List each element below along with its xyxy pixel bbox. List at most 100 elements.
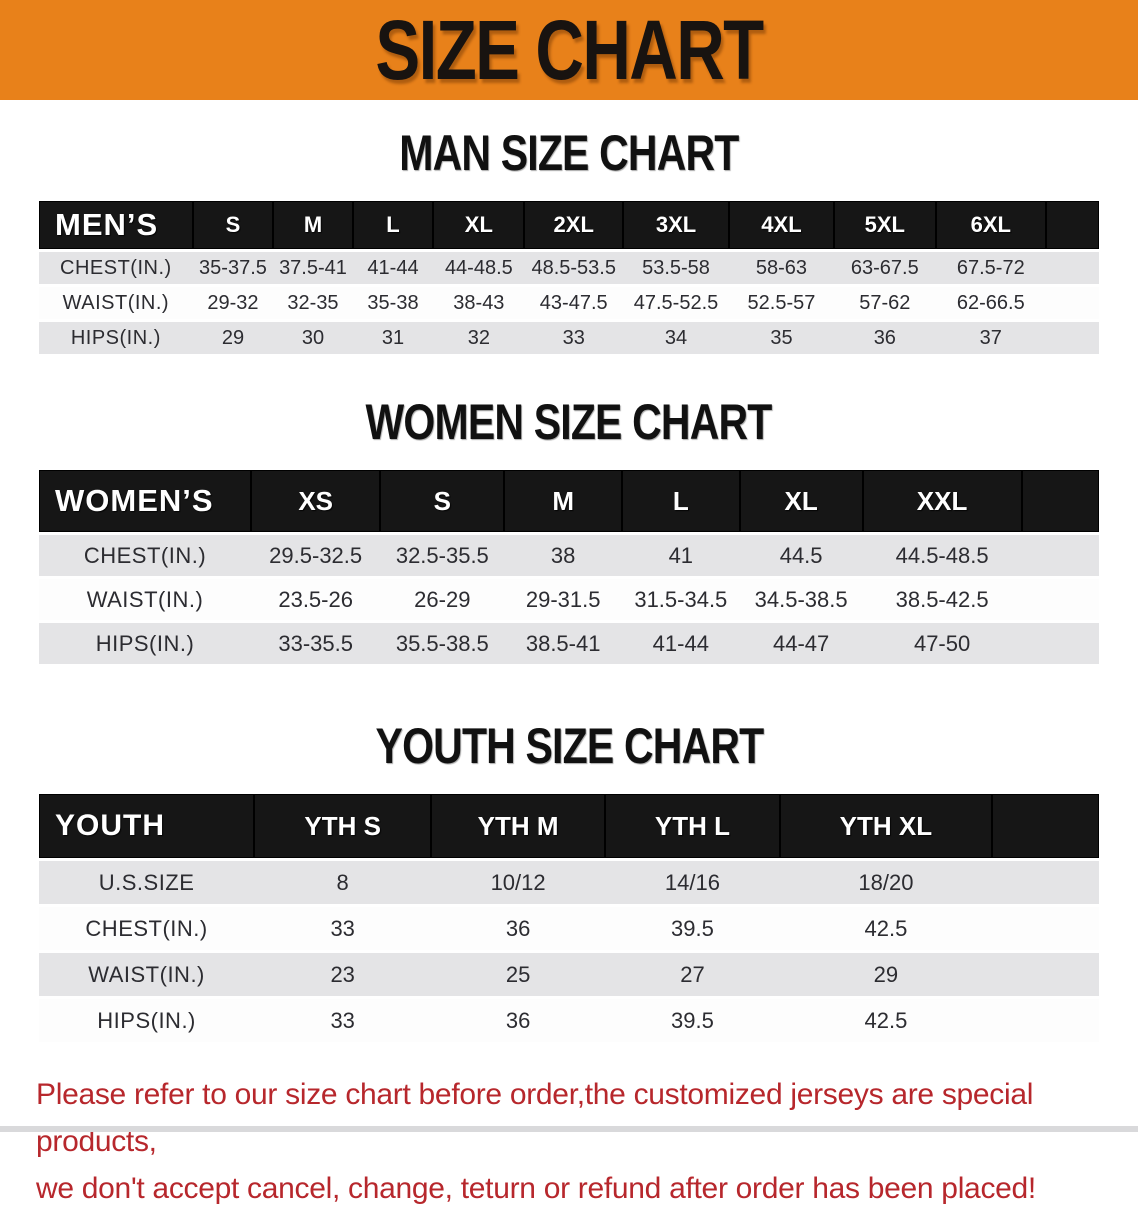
size-cell: 48.5-53.5 bbox=[524, 252, 624, 284]
size-chart-body: MAN SIZE CHART MEN’S S M L XL 2XL 3XL 4XL 5XL 6XL… bbox=[0, 124, 1138, 1212]
disclaimer: Please refer to our size chart before or… bbox=[0, 1071, 1138, 1212]
size-cell: 38.5-41 bbox=[504, 623, 622, 664]
column-header: 4XL bbox=[729, 201, 834, 249]
size-cell: 38-43 bbox=[433, 287, 525, 319]
size-cell: 38 bbox=[504, 535, 622, 576]
header-filler bbox=[1021, 470, 1099, 532]
size-cell: 67.5-72 bbox=[935, 252, 1046, 284]
size-cell: 8 bbox=[254, 861, 432, 904]
man-section-heading: MAN SIZE CHART bbox=[0, 124, 1138, 182]
table-group-label: YOUTH bbox=[39, 794, 255, 858]
banner: SIZE CHART bbox=[0, 0, 1138, 100]
disclaimer-line-2: we don't accept cancel, change, teturn o… bbox=[36, 1172, 1036, 1205]
size-cell: 41-44 bbox=[621, 623, 740, 664]
size-cell: 25 bbox=[431, 953, 606, 996]
size-cell: 36 bbox=[431, 999, 606, 1042]
row-filler bbox=[991, 907, 1099, 950]
column-header: YTH XL bbox=[779, 794, 992, 858]
row-filler bbox=[1045, 287, 1099, 319]
page-title: SIZE CHART bbox=[375, 2, 764, 97]
size-cell: 43-47.5 bbox=[524, 287, 624, 319]
size-cell: 34 bbox=[623, 322, 729, 354]
table-row: WAIST(IN.) 29-32 32-35 35-38 38-43 43-47.5 47.… bbox=[39, 287, 1099, 319]
women-size-table: WOMEN’S XS S M L XL XXL CHEST(IN.) 29.5-32.5 32.5… bbox=[39, 467, 1099, 667]
size-cell: 18/20 bbox=[779, 861, 992, 904]
column-header: YTH S bbox=[254, 794, 432, 858]
column-header: S bbox=[192, 201, 274, 249]
size-cell: 27 bbox=[605, 953, 780, 996]
table-row: WAIST(IN.) 23 25 27 29 bbox=[39, 953, 1099, 996]
size-cell: 42.5 bbox=[779, 999, 992, 1042]
table-group-label: WOMEN’S bbox=[39, 470, 251, 532]
size-cell: 36 bbox=[833, 322, 936, 354]
table-row: CHEST(IN.) 29.5-32.5 32.5-35.5 38 41 44.5 44.5… bbox=[39, 535, 1099, 576]
table-group-label: MEN’S bbox=[39, 201, 193, 249]
row-filler bbox=[991, 953, 1099, 996]
column-header: XS bbox=[251, 470, 381, 532]
size-cell: 57-62 bbox=[833, 287, 936, 319]
row-label: CHEST(IN.) bbox=[39, 252, 193, 284]
size-cell: 10/12 bbox=[431, 861, 606, 904]
column-header: XXL bbox=[862, 470, 1022, 532]
size-cell: 29 bbox=[192, 322, 274, 354]
header-filler bbox=[1045, 201, 1099, 249]
table-row: CHEST(IN.) 33 36 39.5 42.5 bbox=[39, 907, 1099, 950]
size-cell: 35.5-38.5 bbox=[380, 623, 505, 664]
table-row: U.S.SIZE 8 10/12 14/16 18/20 bbox=[39, 861, 1099, 904]
table-row: HIPS(IN.) 29 30 31 32 33 34 35 36 37 bbox=[39, 322, 1099, 354]
header-filler bbox=[991, 794, 1099, 858]
size-cell: 14/16 bbox=[605, 861, 780, 904]
size-cell: 33 bbox=[254, 999, 432, 1042]
row-filler bbox=[1021, 579, 1099, 620]
size-cell: 38.5-42.5 bbox=[862, 579, 1022, 620]
column-header: S bbox=[380, 470, 505, 532]
table-row: CHEST(IN.) 35-37.5 37.5-41 41-44 44-48.5 48.5… bbox=[39, 252, 1099, 284]
column-header: 2XL bbox=[524, 201, 624, 249]
column-header: XL bbox=[433, 201, 525, 249]
size-cell: 23.5-26 bbox=[251, 579, 381, 620]
size-cell: 41-44 bbox=[352, 252, 434, 284]
size-cell: 58-63 bbox=[729, 252, 834, 284]
table-row: HIPS(IN.) 33 36 39.5 42.5 bbox=[39, 999, 1099, 1042]
row-label: HIPS(IN.) bbox=[39, 623, 251, 664]
row-label: WAIST(IN.) bbox=[39, 953, 255, 996]
column-header: M bbox=[504, 470, 622, 532]
size-cell: 44-48.5 bbox=[433, 252, 525, 284]
size-cell: 35 bbox=[729, 322, 834, 354]
row-label: CHEST(IN.) bbox=[39, 907, 255, 950]
size-cell: 44.5 bbox=[739, 535, 863, 576]
row-filler bbox=[1021, 623, 1099, 664]
size-cell: 35-37.5 bbox=[192, 252, 274, 284]
size-cell: 62-66.5 bbox=[935, 287, 1046, 319]
man-section-heading-text: MAN SIZE CHART bbox=[399, 125, 739, 181]
size-cell: 29.5-32.5 bbox=[251, 535, 381, 576]
row-filler bbox=[1045, 252, 1099, 284]
size-cell: 32-35 bbox=[273, 287, 353, 319]
size-cell: 29 bbox=[779, 953, 992, 996]
size-cell: 53.5-58 bbox=[623, 252, 729, 284]
row-label: HIPS(IN.) bbox=[39, 999, 255, 1042]
size-cell: 39.5 bbox=[605, 907, 780, 950]
column-header: M bbox=[273, 201, 353, 249]
size-cell: 26-29 bbox=[380, 579, 505, 620]
size-cell: 33 bbox=[524, 322, 624, 354]
column-header: XL bbox=[739, 470, 863, 532]
youth-section-heading: YOUTH SIZE CHART bbox=[0, 717, 1138, 775]
row-label: HIPS(IN.) bbox=[39, 322, 193, 354]
column-header: L bbox=[621, 470, 740, 532]
size-cell: 47.5-52.5 bbox=[623, 287, 729, 319]
row-filler bbox=[1021, 535, 1099, 576]
column-header: 3XL bbox=[623, 201, 729, 249]
size-cell: 37.5-41 bbox=[273, 252, 353, 284]
size-cell: 31 bbox=[352, 322, 434, 354]
size-cell: 36 bbox=[431, 907, 606, 950]
column-header: YTH L bbox=[605, 794, 780, 858]
size-cell: 47-50 bbox=[862, 623, 1022, 664]
size-cell: 42.5 bbox=[779, 907, 992, 950]
size-cell: 33 bbox=[254, 907, 432, 950]
size-cell: 31.5-34.5 bbox=[621, 579, 740, 620]
bottom-edge-strip bbox=[0, 1126, 1138, 1132]
size-cell: 34.5-38.5 bbox=[739, 579, 863, 620]
size-cell: 23 bbox=[254, 953, 432, 996]
size-cell: 29-32 bbox=[192, 287, 274, 319]
